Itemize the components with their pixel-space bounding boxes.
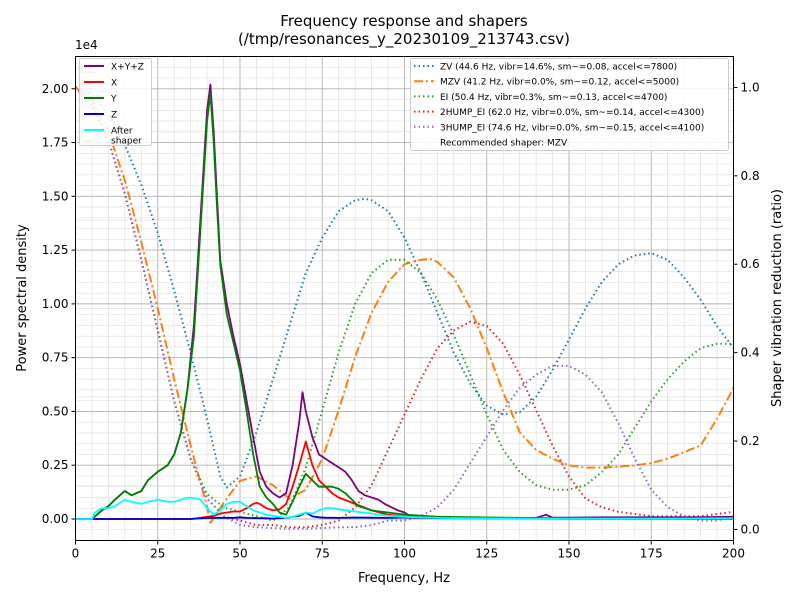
legend-box <box>410 58 729 151</box>
chart-subtitle: (/tmp/resonances_y_20230109_213743.csv) <box>238 30 570 49</box>
y2-tick-label: 0.4 <box>741 346 760 360</box>
series-line-mzv <box>74 86 735 524</box>
y-tick-label: 0.75 <box>42 351 69 365</box>
legend-label: EI (50.4 Hz, vibr=0.3%, sm~=0.13, accel<… <box>440 93 667 103</box>
legend-box <box>79 58 152 146</box>
y-axis-label: Power spectral density <box>15 224 30 372</box>
y-tick-label: 1.75 <box>42 136 69 150</box>
y2-tick-label: 0.0 <box>741 522 760 536</box>
x-tick-label: 50 <box>232 547 247 561</box>
legend-label: MZV (41.2 Hz, vibr=0.0%, sm~=0.12, accel… <box>440 78 679 88</box>
series-line-y <box>75 92 734 520</box>
legend-label: 3HUMP_EI (74.6 Hz, vibr=0.0%, sm~=0.15, … <box>440 123 704 133</box>
y2-axis-label: Shaper vibration reduction (ratio) <box>770 189 785 407</box>
y2-tick-label: 1.0 <box>741 80 760 94</box>
legend-label: Y <box>110 95 117 105</box>
legend-label: ZV (44.6 Hz, vibr=14.6%, sm~=0.08, accel… <box>440 63 677 73</box>
series-line-after-shaper <box>75 496 734 520</box>
y-tick-label: 0.00 <box>42 512 69 526</box>
y-tick-label: 2.00 <box>42 82 69 96</box>
y-axis-left: 0.00 0.25 0.50 0.75 1.00 1.25 1.50 1.75 2.00 <box>42 82 76 526</box>
y-tick-label: 1.25 <box>42 243 69 257</box>
y-tick-label: 1.00 <box>42 297 69 311</box>
y2-tick-label: 0.2 <box>741 434 760 448</box>
y-axis-right: 0.0 0.2 0.4 0.6 0.8 1.0 <box>733 80 760 536</box>
series-line-ei <box>74 86 734 522</box>
x-tick-label: 100 <box>393 547 416 561</box>
grid-lines <box>75 56 734 541</box>
legend-label: 2HUMP_EI (62.0 Hz, vibr=0.0%, sm~=0.14, … <box>440 108 704 118</box>
recommended-shaper-label: Recommended shaper: MZV <box>440 139 568 149</box>
x-tick-label: 200 <box>722 547 745 561</box>
series-line-2hump-ei <box>74 86 734 529</box>
legend-label: Z <box>111 111 117 121</box>
legend-label: shaper <box>111 137 142 147</box>
y-tick-label: 1.50 <box>42 189 69 203</box>
chart-title: Frequency response and shapers <box>280 12 528 30</box>
legend-label: X <box>111 79 117 89</box>
y2-tick-label: 0.8 <box>741 169 760 183</box>
y-offset-label: 1e4 <box>75 38 98 52</box>
data-lines <box>74 83 735 530</box>
y-tick-label: 0.25 <box>42 458 69 472</box>
y-tick-label: 0.50 <box>42 404 69 418</box>
legend-label: After <box>111 127 133 137</box>
x-axis-label: Frequency, Hz <box>358 571 450 586</box>
x-tick-label: 150 <box>558 547 581 561</box>
legend-shapers: ZV (44.6 Hz, vibr=14.6%, sm~=0.08, accel… <box>410 58 729 151</box>
y2-tick-label: 0.6 <box>741 257 760 271</box>
x-tick-label: 75 <box>315 547 330 561</box>
x-tick-label: 25 <box>150 547 165 561</box>
x-axis: 0 25 50 75 100 125 150 175 200 <box>72 540 745 561</box>
series-line-x <box>75 440 734 520</box>
x-tick-label: 175 <box>640 547 663 561</box>
legend-label: X+Y+Z <box>111 63 144 73</box>
x-tick-label: 0 <box>72 547 80 561</box>
x-tick-label: 125 <box>475 547 498 561</box>
